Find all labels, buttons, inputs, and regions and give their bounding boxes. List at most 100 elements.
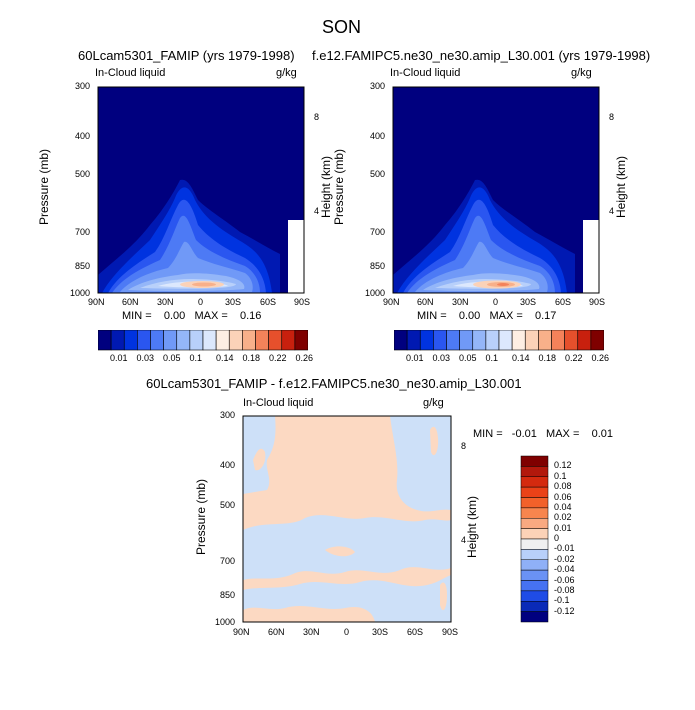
colorbar-left-swatch (281, 330, 296, 351)
units-label: g/kg (423, 397, 444, 409)
y-tick: 850 (220, 590, 236, 600)
colorbar-diff-label: -0.1 (554, 595, 570, 606)
colorbar-left-label: 0.03 (136, 353, 155, 363)
x-tick: 90S (589, 297, 606, 307)
colorbar-right-swatch (485, 330, 500, 351)
colorbar-diff-swatch (520, 518, 549, 529)
colorbar-diff-swatch (520, 549, 549, 560)
colorbar-right-swatch (498, 330, 513, 351)
x-tick: 30N (452, 297, 469, 307)
x-tick: 60N (268, 627, 285, 637)
y-axis-title-right: Height (km) (465, 495, 480, 559)
colorbar-right-swatch (511, 330, 526, 351)
y-axis-title-right: Height (km) (614, 155, 629, 219)
colorbar-left-swatch (163, 330, 178, 351)
y-tick: 300 (220, 410, 236, 420)
colorbar-right-swatch (564, 330, 579, 351)
colorbar-right-label: 0.05 (459, 353, 477, 363)
y-tick-right: 8 (314, 112, 320, 122)
y-tick: 300 (75, 81, 91, 91)
y-tick-right: 8 (461, 441, 467, 451)
colorbar-right-swatch (459, 330, 474, 351)
y-tick-right: 4 (609, 206, 615, 216)
colorbar-diff-label: -0.04 (554, 564, 575, 575)
y-tick: 1000 (365, 288, 386, 298)
colorbar-left-label: 0.1 (189, 353, 203, 363)
units-label: g/kg (276, 67, 297, 79)
y-axis-title-right: Height (km) (319, 155, 334, 219)
colorbar-diff-label: 0 (554, 533, 560, 543)
colorbar-diff-label: 0.02 (554, 512, 572, 523)
variable-label: In-Cloud liquid (95, 67, 166, 79)
colorbar-left-swatch (150, 330, 164, 351)
x-tick: 90S (294, 297, 311, 307)
colorbar-right-swatch (524, 330, 539, 351)
heatmap-difference-svg (242, 415, 452, 623)
variable-label: In-Cloud liquid (243, 397, 314, 409)
colorbar-diff-label: 0.1 (554, 470, 567, 481)
colorbar-diff-swatch (520, 528, 549, 540)
colorbar-right-swatch (446, 330, 460, 351)
y-tick: 700 (370, 227, 386, 237)
colorbar-diff-swatch (520, 486, 549, 498)
colorbar-left-swatch (202, 330, 217, 351)
colorbar-left-label: 0.14 (216, 353, 234, 363)
colorbar-right-svg (394, 330, 604, 351)
colorbar-right-swatch (538, 330, 552, 351)
colorbar-left-label: 0.26 (295, 353, 314, 363)
colorbar-left: 0.01 0.03 0.05 0.1 0.14 0.18 0.22 0.26 (98, 330, 313, 370)
colorbar-right-swatch (433, 330, 447, 351)
colorbar-left-swatch (189, 330, 204, 351)
x-tick: 30S (520, 297, 537, 307)
colorbar-diff-swatch (520, 497, 549, 509)
x-tick: 90S (442, 627, 459, 637)
colorbar-right-swatch (472, 330, 487, 351)
y-axis-title: Pressure (mb) (332, 148, 347, 226)
x-tick: 60S (260, 297, 277, 307)
y-tick: 500 (370, 169, 386, 179)
x-tick: 0 (493, 297, 499, 307)
x-tick: 0 (344, 627, 350, 637)
colorbar-left-swatch (215, 330, 230, 351)
diff-panel-title: 60Lcam5301_FAMIP - f.e12.FAMIPC5.ne30_ne… (146, 376, 522, 391)
colorbar-right-label: 0.22 (565, 353, 583, 363)
colorbar-diff-swatch (520, 590, 549, 602)
y-tick: 700 (75, 227, 91, 237)
x-tick: 90N (233, 627, 250, 637)
y-tick-right: 4 (314, 206, 320, 216)
colorbar-left-swatch (255, 330, 269, 351)
colorbar-left-label: 0.18 (242, 353, 261, 363)
colorbar-diff-label: 0.12 (554, 460, 572, 471)
colorbar-right-swatch (590, 330, 604, 351)
x-tick: 60S (555, 297, 572, 307)
colorbar-right-swatch (394, 330, 408, 351)
y-axis-title: Pressure (mb) (37, 148, 52, 226)
x-tick: 60S (407, 627, 424, 637)
colorbar-left-svg (98, 330, 308, 351)
contour-fill (243, 416, 451, 622)
y-tick: 850 (370, 261, 386, 271)
colorbar-right-swatch (577, 330, 592, 351)
y-tick: 500 (220, 500, 236, 510)
colorbar-left-swatch (268, 330, 283, 351)
x-tick: 0 (198, 297, 204, 307)
y-tick-right: 8 (609, 112, 615, 122)
x-tick: 30S (372, 627, 389, 637)
variable-label: In-Cloud liquid (390, 67, 461, 79)
page-title: SON (322, 17, 362, 37)
colorbar-left-swatch (98, 330, 112, 351)
units-label: g/kg (571, 67, 592, 79)
colorbar-right-label: 0.01 (406, 353, 424, 363)
x-tick: 60N (122, 297, 139, 307)
colorbar-diff-swatch (520, 455, 549, 467)
right-panel-title: f.e12.FAMIPC5.ne30_ne30.amip_L30.001 (yr… (312, 48, 651, 63)
contour-fill (393, 87, 599, 293)
colorbar-right-label: 0.26 (591, 353, 610, 363)
colorbar-diff: 0.12 0.1 0.08 0.06 0.04 0.02 0.01 0 -0.01 -0.02 -0… (520, 455, 590, 625)
colorbar-diff-label: -0.06 (554, 574, 575, 585)
heatmap-model-a: In-Cloud liquid g/kg 300 400 500 700 850… (37, 60, 334, 322)
y-tick: 850 (75, 261, 91, 271)
colorbar-diff-swatch (520, 611, 549, 623)
y-tick: 400 (75, 131, 91, 141)
y-tick-right: 4 (461, 535, 467, 545)
